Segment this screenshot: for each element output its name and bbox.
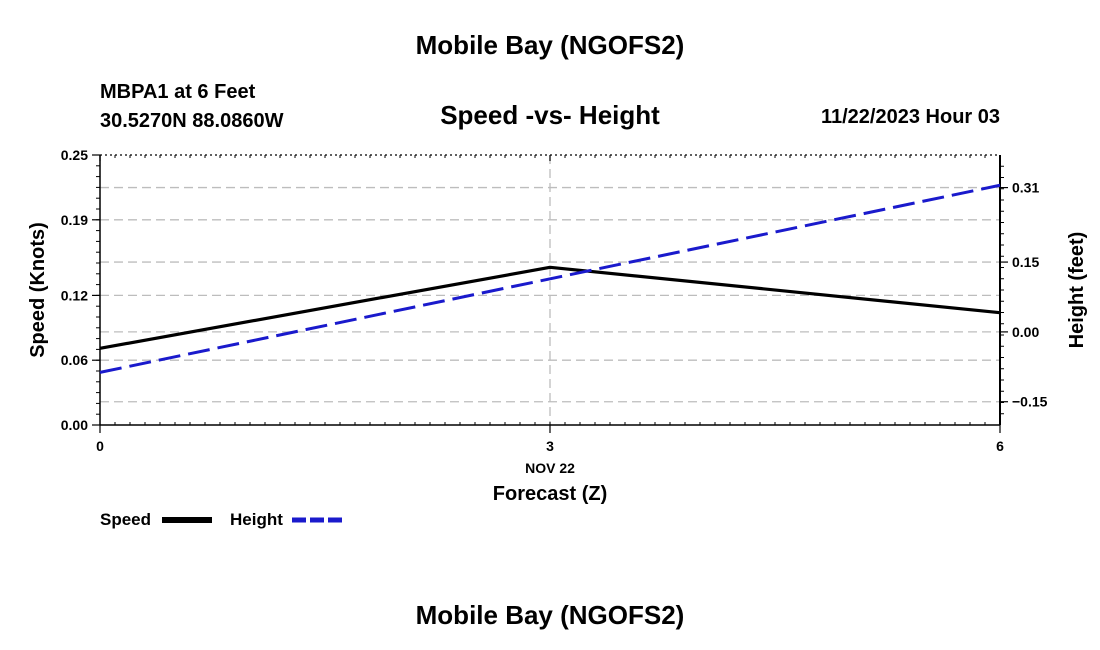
tick-labels: 0.00 0.06 0.12 0.19 0.25 −0.15 0.00 0.15 0.31 0 3 6 bbox=[61, 147, 1048, 454]
forecast-datetime: 11/22/2023 Hour 03 bbox=[820, 106, 1000, 128]
legend-speed-label: Speed bbox=[100, 510, 151, 529]
y-right-tick-label: −0.15 bbox=[1012, 394, 1048, 410]
legend: Speed Height bbox=[100, 510, 342, 529]
station-name: MBPA1 at 6 Feet bbox=[100, 81, 256, 103]
legend-height-label: Height bbox=[230, 510, 283, 529]
series-line-height bbox=[99, 183, 1001, 374]
station-info: MBPA1 at 6 Feet 30.5270N 88.0860W bbox=[100, 78, 283, 136]
series-line-speed bbox=[99, 265, 1001, 350]
y-left-tick-label: 0.00 bbox=[61, 417, 88, 433]
y-left-tick-label: 0.06 bbox=[61, 352, 88, 368]
grid-lines bbox=[100, 155, 1000, 425]
chart-title-repeat: Mobile Bay (NGOFS2) bbox=[415, 600, 685, 630]
chart-title: Mobile Bay (NGOFS2) bbox=[415, 30, 685, 60]
station-coordinates: 30.5270N 88.0860W bbox=[100, 110, 284, 132]
x-tick-label: 3 bbox=[546, 438, 554, 454]
y-left-tick-label: 0.25 bbox=[61, 147, 88, 163]
y-left-axis-label: Speed (Knots) bbox=[27, 222, 49, 358]
x-axis-label: Forecast (Z) bbox=[493, 483, 607, 505]
y-right-tick-label: 0.31 bbox=[1012, 180, 1039, 196]
tick-marks bbox=[92, 154, 1008, 433]
y-left-tick-label: 0.12 bbox=[61, 287, 88, 303]
x-tick-label: 0 bbox=[96, 438, 104, 454]
y-right-tick-label: 0.15 bbox=[1012, 254, 1039, 270]
y-left-tick-label: 0.19 bbox=[61, 212, 88, 228]
x-tick-label: 6 bbox=[996, 438, 1004, 454]
x-date-label: NOV 22 bbox=[525, 460, 575, 476]
axes bbox=[99, 154, 1001, 426]
series-lines bbox=[99, 183, 1001, 374]
chart-subtitle: Speed -vs- Height bbox=[440, 100, 660, 130]
y-right-tick-label: 0.00 bbox=[1012, 324, 1039, 340]
y-right-axis-label: Height (feet) bbox=[1066, 232, 1088, 349]
